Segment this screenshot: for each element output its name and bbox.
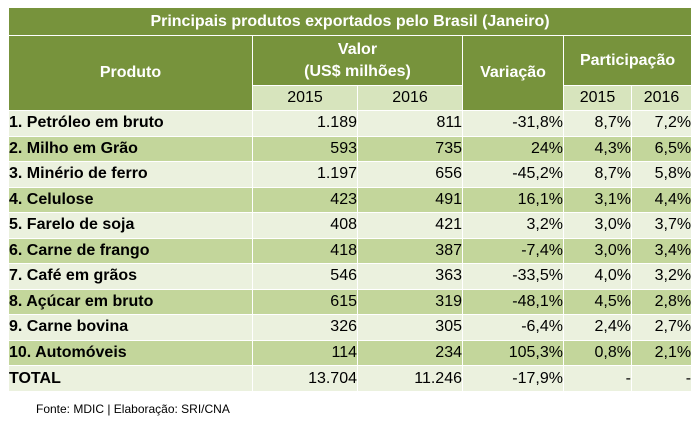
cell-participacao-2016: 6,5%: [630, 135, 693, 162]
header-valor: Valor (US$ milhões): [252, 35, 463, 86]
cell-participacao-2015: 3,1%: [563, 186, 632, 213]
cell-produto: 1. Petróleo em bruto: [8, 110, 253, 137]
cell-valor-2015: 326: [252, 314, 358, 341]
cell-variacao: -6,4%: [462, 314, 564, 341]
table-row: 5. Farelo de soja 408 421 3,2% 3,0% 3,7%: [8, 212, 693, 239]
cell-total-participacao-2015: -: [563, 365, 632, 392]
cell-produto: 8. Açúcar em bruto: [8, 288, 253, 315]
table-row: 4. Celulose 423 491 16,1% 3,1% 4,4%: [8, 186, 693, 213]
cell-valor-2015: 546: [252, 263, 358, 290]
cell-variacao: -45,2%: [462, 161, 564, 188]
cell-total-label: TOTAL: [8, 365, 253, 392]
table-row: 10. Automóveis 114 234 105,3% 0,8% 2,1%: [8, 339, 693, 366]
table-row: 2. Milho em Grão 593 735 24% 4,3% 6,5%: [8, 135, 693, 162]
cell-produto: 5. Farelo de soja: [8, 212, 253, 239]
cell-participacao-2016: 2,1%: [630, 339, 693, 366]
header-participacao-2015: 2015: [563, 85, 632, 111]
table-row: 8. Açúcar em bruto 615 319 -48,1% 4,5% 2…: [8, 288, 693, 315]
table-row: 7. Café em grãos 546 363 -33,5% 4,0% 3,2…: [8, 263, 693, 290]
cell-participacao-2016: 3,4%: [630, 237, 693, 264]
cell-valor-2016: 363: [357, 263, 463, 290]
cell-valor-2016: 234: [357, 339, 463, 366]
cell-participacao-2015: 4,5%: [563, 288, 632, 315]
cell-participacao-2015: 0,8%: [563, 339, 632, 366]
cell-participacao-2016: 4,4%: [630, 186, 693, 213]
header-participacao: Participação: [562, 35, 693, 86]
header-valor-2015: 2015: [252, 85, 358, 111]
source-note: Fonte: MDIC | Elaboração: SRI/CNA: [36, 402, 230, 416]
cell-variacao: 105,3%: [462, 339, 564, 366]
cell-participacao-2015: 8,7%: [563, 110, 632, 137]
cell-produto: 9. Carne bovina: [8, 314, 253, 341]
cell-participacao-2015: 4,3%: [563, 135, 632, 162]
cell-participacao-2015: 2,4%: [563, 314, 632, 341]
cell-variacao: -33,5%: [462, 263, 564, 290]
cell-produto: 3. Minério de ferro: [8, 161, 253, 188]
cell-total-variacao: -17,9%: [462, 365, 564, 392]
cell-valor-2016: 735: [357, 135, 463, 162]
cell-produto: 4. Celulose: [8, 186, 253, 213]
cell-valor-2016: 319: [357, 288, 463, 315]
cell-participacao-2015: 4,0%: [563, 263, 632, 290]
table-row: 1. Petróleo em bruto 1.189 811 -31,8% 8,…: [8, 110, 693, 137]
total-row: TOTAL 13.704 11.246 -17,9% - -: [8, 365, 693, 392]
cell-variacao: -7,4%: [462, 237, 564, 264]
cell-participacao-2015: 3,0%: [563, 212, 632, 239]
cell-produto: 6. Carne de frango: [8, 237, 253, 264]
cell-total-participacao-2016: -: [630, 365, 693, 392]
cell-valor-2016: 305: [357, 314, 463, 341]
cell-participacao-2016: 3,7%: [630, 212, 693, 239]
header-variacao: Variação: [462, 35, 564, 111]
cell-variacao: 24%: [462, 135, 564, 162]
cell-valor-2015: 418: [252, 237, 358, 264]
cell-total-valor-2015: 13.704: [252, 365, 358, 392]
header-participacao-2016: 2016: [630, 85, 693, 111]
table-title: Principais produtos exportados pelo Bras…: [7, 7, 693, 36]
cell-valor-2015: 408: [252, 212, 358, 239]
cell-participacao-2016: 7,2%: [630, 110, 693, 137]
cell-valor-2015: 114: [252, 339, 358, 366]
cell-produto: 2. Milho em Grão: [8, 135, 253, 162]
cell-valor-2016: 421: [357, 212, 463, 239]
header-valor-2016: 2016: [357, 85, 463, 111]
cell-valor-2016: 491: [357, 186, 463, 213]
cell-variacao: -31,8%: [462, 110, 564, 137]
table-row: 9. Carne bovina 326 305 -6,4% 2,4% 2,7%: [8, 314, 693, 341]
header-produto: Produto: [8, 35, 253, 111]
cell-produto: 7. Café em grãos: [8, 263, 253, 290]
cell-variacao: -48,1%: [462, 288, 564, 315]
cell-participacao-2015: 3,0%: [563, 237, 632, 264]
table-row: 3. Minério de ferro 1.197 656 -45,2% 8,7…: [8, 161, 693, 188]
cell-total-valor-2016: 11.246: [357, 365, 463, 392]
cell-valor-2015: 423: [252, 186, 358, 213]
cell-participacao-2016: 2,7%: [630, 314, 693, 341]
cell-valor-2015: 1.197: [252, 161, 358, 188]
cell-produto: 10. Automóveis: [8, 339, 253, 366]
header-valor-line2: (US$ milhões): [304, 62, 411, 80]
header-valor-line1: Valor: [337, 40, 378, 58]
cell-participacao-2016: 3,2%: [630, 263, 693, 290]
cell-variacao: 16,1%: [462, 186, 564, 213]
cell-valor-2016: 656: [357, 161, 463, 188]
cell-valor-2016: 387: [357, 237, 463, 264]
table-row: 6. Carne de frango 418 387 -7,4% 3,0% 3,…: [8, 237, 693, 264]
cell-participacao-2015: 8,7%: [563, 161, 632, 188]
cell-valor-2015: 615: [252, 288, 358, 315]
exports-table: Principais produtos exportados pelo Bras…: [7, 7, 693, 392]
cell-participacao-2016: 5,8%: [630, 161, 693, 188]
cell-participacao-2016: 2,8%: [630, 288, 693, 315]
cell-valor-2015: 1.189: [252, 110, 358, 137]
cell-variacao: 3,2%: [462, 212, 564, 239]
cell-valor-2015: 593: [252, 135, 358, 162]
cell-valor-2016: 811: [357, 110, 463, 137]
